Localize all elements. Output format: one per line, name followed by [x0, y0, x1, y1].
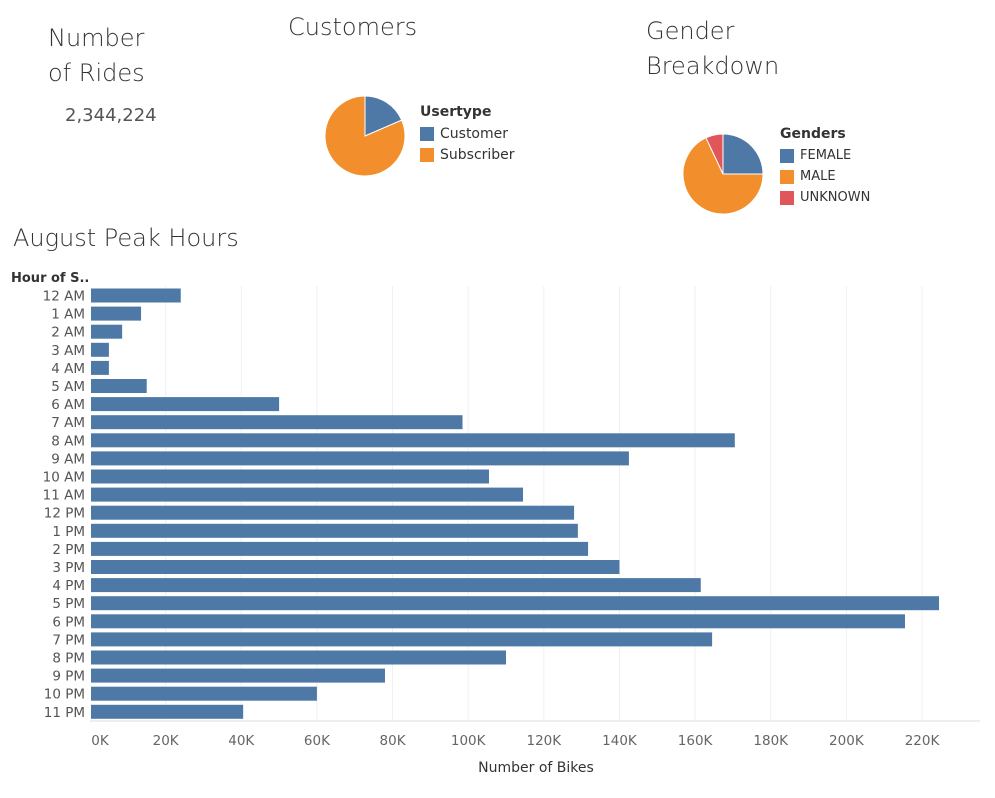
bar-10-pm[interactable]	[91, 686, 317, 701]
y-tick-label-7-am: 7 AM	[51, 415, 85, 431]
x-tick-label-20k: 20K	[153, 733, 180, 749]
y-tick-label-5-pm: 5 PM	[52, 596, 85, 612]
bar-4-am[interactable]	[91, 360, 109, 375]
y-tick-label-6-pm: 6 PM	[52, 614, 85, 630]
y-tick-label-4-pm: 4 PM	[52, 578, 85, 594]
y-tick-label-10-am: 10 AM	[43, 470, 85, 486]
customers-title: Customers	[288, 13, 418, 41]
x-tick-label-140k: 140K	[602, 733, 638, 749]
gender-pie-slice-unknown[interactable]	[705, 133, 724, 175]
subscriber-swatch	[420, 147, 434, 162]
x-tick-label-200k: 200K	[829, 733, 865, 749]
customers-pie-slice-subscriber[interactable]	[324, 95, 406, 177]
bar-7-pm[interactable]	[91, 632, 713, 647]
y-tick-label-7-pm: 7 PM	[52, 632, 85, 648]
bar-6-pm[interactable]	[91, 614, 905, 629]
bar-5-pm[interactable]	[91, 596, 940, 611]
x-tick-label-120k: 120K	[527, 733, 563, 749]
gender-pie-slice-male[interactable]	[682, 137, 764, 215]
y-tick-label-4-am: 4 AM	[51, 361, 85, 377]
bar-12-am[interactable]	[91, 288, 181, 303]
y-tick-label-2-pm: 2 PM	[52, 542, 85, 558]
bar-6-am[interactable]	[91, 397, 280, 412]
x-tick-label-100k: 100K	[451, 733, 487, 749]
legend-label-female: FEMALE	[800, 148, 852, 163]
rides-title-line1: Number	[48, 24, 145, 52]
rides-value: 2,344,224	[65, 105, 157, 126]
bar-11-am[interactable]	[91, 487, 524, 502]
legend-label-male: MALE	[800, 169, 836, 184]
x-axis-title: Number of Bikes	[478, 760, 594, 776]
usertype-legend: Usertype Customer Subscriber	[420, 104, 515, 165]
customers-pie-slice-customer[interactable]	[364, 95, 403, 137]
y-tick-label-9-pm: 9 PM	[52, 669, 85, 685]
gender-pie-slice-female[interactable]	[722, 133, 764, 175]
y-tick-label-11-am: 11 AM	[43, 488, 85, 504]
gender-title-line1: Gender	[646, 17, 735, 45]
y-tick-label-9-am: 9 AM	[51, 451, 85, 467]
y-tick-label-2-am: 2 AM	[51, 325, 85, 341]
genders-legend: Genders FEMALE MALE UNKNOWN	[780, 126, 870, 208]
rides-title-line2: of Rides	[48, 59, 145, 87]
bar-11-pm[interactable]	[91, 704, 244, 719]
legend-item-unknown[interactable]: UNKNOWN	[780, 187, 870, 208]
y-tick-label-3-am: 3 AM	[51, 343, 85, 359]
x-tick-label-60k: 60K	[304, 733, 331, 749]
legend-label-subscriber: Subscriber	[440, 146, 515, 163]
bar-8-am[interactable]	[91, 433, 735, 448]
legend-item-female[interactable]: FEMALE	[780, 145, 870, 166]
rides-title: Number of Rides	[48, 21, 145, 91]
bar-7-am[interactable]	[91, 415, 463, 430]
y-tick-label-12-am: 12 AM	[43, 289, 85, 305]
x-tick-label-220k: 220K	[905, 733, 941, 749]
y-tick-label-8-am: 8 AM	[51, 433, 85, 449]
bar-8-pm[interactable]	[91, 650, 506, 665]
gender-title: Gender Breakdown	[646, 14, 779, 84]
y-tick-label-3-pm: 3 PM	[52, 560, 85, 576]
legend-item-subscriber[interactable]: Subscriber	[420, 144, 515, 165]
y-tick-label-11-pm: 11 PM	[44, 705, 85, 721]
y-tick-label-1-am: 1 AM	[51, 307, 85, 323]
bar-3-am[interactable]	[91, 342, 109, 357]
bar-4-pm[interactable]	[91, 578, 701, 593]
male-swatch	[780, 169, 794, 184]
x-tick-label-160k: 160K	[678, 733, 714, 749]
bar-2-pm[interactable]	[91, 541, 589, 556]
legend-label-customer: Customer	[440, 125, 509, 142]
y-tick-label-5-am: 5 AM	[51, 379, 85, 395]
y-axis-title: Hour of S..	[11, 271, 89, 286]
y-tick-label-8-pm: 8 PM	[52, 651, 85, 667]
bar-1-am[interactable]	[91, 306, 142, 321]
x-tick-label-40k: 40K	[228, 733, 255, 749]
bar-3-pm[interactable]	[91, 560, 620, 574]
x-tick-label-0k: 0K	[91, 733, 110, 749]
bar-5-am[interactable]	[91, 379, 147, 393]
bar-10-am[interactable]	[91, 469, 489, 484]
customer-swatch	[420, 126, 434, 141]
bar-9-pm[interactable]	[91, 668, 385, 683]
peak-hours-title: August Peak Hours	[13, 224, 239, 252]
bar-12-pm[interactable]	[91, 505, 575, 520]
bar-1-pm[interactable]	[91, 523, 578, 538]
genders-legend-title: Genders	[780, 126, 846, 142]
x-tick-label-80k: 80K	[380, 733, 407, 749]
legend-item-customer[interactable]: Customer	[420, 123, 515, 144]
legend-item-male[interactable]: MALE	[780, 166, 870, 187]
legend-label-unknown: UNKNOWN	[800, 190, 871, 205]
bar-2-am[interactable]	[91, 324, 123, 339]
usertype-legend-title: Usertype	[420, 104, 492, 120]
y-tick-label-12-pm: 12 PM	[44, 506, 85, 522]
y-tick-label-1-pm: 1 PM	[52, 524, 85, 540]
unknown-swatch	[780, 190, 794, 205]
x-tick-label-180k: 180K	[753, 733, 789, 749]
y-tick-label-10-pm: 10 PM	[44, 687, 85, 703]
bar-9-am[interactable]	[91, 451, 629, 466]
y-tick-label-6-am: 6 AM	[51, 397, 85, 413]
gender-title-line2: Breakdown	[646, 52, 780, 80]
female-swatch	[780, 148, 794, 163]
